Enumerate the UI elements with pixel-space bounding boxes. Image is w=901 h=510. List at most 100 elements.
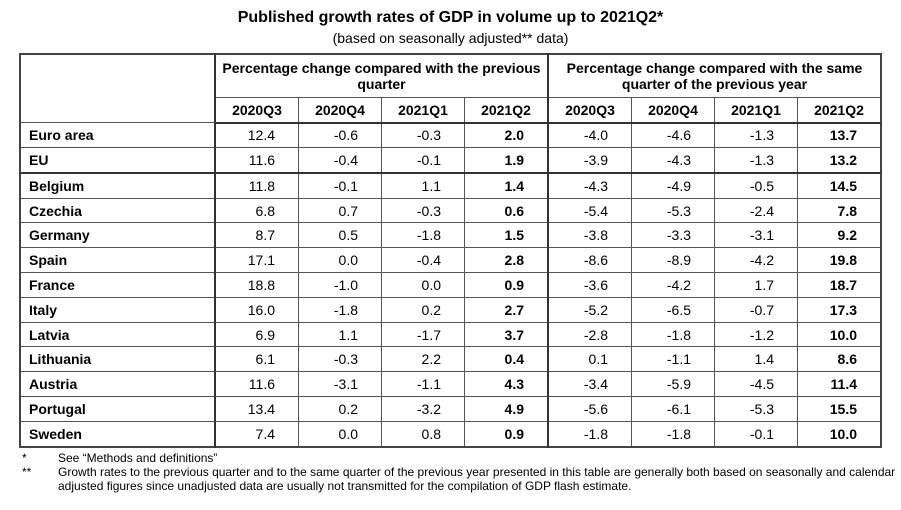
yoy-cell: -1.1 [631, 346, 715, 373]
quarter-header: 2020Q4 [631, 96, 715, 124]
yoy-cell: -4.0 [547, 122, 632, 149]
yoy-cell: 17.3 [797, 296, 882, 323]
yoy-cell: -6.1 [631, 396, 715, 422]
yoy-cell: -2.4 [714, 197, 798, 224]
qoq-cell: 8.7 [214, 222, 299, 249]
yoy-cell: -5.4 [547, 197, 632, 224]
qoq-cell: 2.0 [464, 122, 549, 149]
qoq-cell: 0.8 [381, 420, 465, 448]
yoy-cell: -4.3 [631, 147, 715, 174]
qoq-cell: -3.2 [381, 396, 465, 422]
qoq-cell: -1.0 [298, 272, 382, 298]
qoq-cell: 0.4 [464, 346, 549, 373]
qoq-cell: 1.1 [298, 321, 382, 348]
qoq-cell: 1.1 [381, 172, 465, 199]
qoq-cell: -3.1 [298, 371, 382, 398]
qoq-cell: -0.4 [381, 247, 465, 274]
qoq-cell: 0.9 [464, 272, 549, 298]
table-row: France 18.8 -1.0 0.0 0.9 -3.6 -4.2 1.7 18.7 [19, 272, 882, 298]
qoq-cell: 2.2 [381, 346, 465, 373]
qoq-cell: 7.4 [214, 420, 299, 448]
yoy-cell: -5.9 [631, 371, 715, 398]
qoq-cell: 11.6 [214, 147, 299, 174]
table-row: Belgium 11.8 -0.1 1.1 1.4 -4.3 -4.9 -0.5 14.5 [19, 172, 882, 199]
row-label: EU [19, 147, 216, 174]
yoy-cell: 14.5 [797, 172, 882, 199]
yoy-cell: -1.8 [631, 420, 715, 448]
table-row: Czechia 6.8 0.7 -0.3 0.6 -5.4 -5.3 -2.4 7.8 [19, 197, 882, 224]
table-row: Euro area 12.4 -0.6 -0.3 2.0 -4.0 -4.6 -1.3 13.7 [19, 122, 882, 149]
qoq-cell: -0.3 [381, 197, 465, 224]
yoy-cell: -8.6 [547, 247, 632, 274]
yoy-cell: -3.4 [547, 371, 632, 398]
qoq-cell: 4.9 [464, 396, 549, 422]
table-title: Published growth rates of GDP in volume … [237, 9, 664, 26]
qoq-cell: 0.9 [464, 420, 549, 448]
table-row: Sweden 7.4 0.0 0.8 0.9 -1.8 -1.8 -0.1 10.0 [19, 420, 882, 448]
footnote-text: See “Methods and definitions” [58, 451, 218, 465]
qoq-cell: 0.2 [298, 396, 382, 422]
quarter-header: 2021Q2 [464, 96, 549, 124]
qoq-cell: 3.7 [464, 321, 549, 348]
footnote-text: Growth rates to the previous quarter and… [58, 465, 896, 493]
quarter-header: 2020Q3 [214, 96, 299, 124]
table-row: Spain 17.1 0.0 -0.4 2.8 -8.6 -8.9 -4.2 19.8 [19, 247, 882, 274]
corner-cell [19, 53, 216, 124]
yoy-cell: 9.2 [797, 222, 882, 249]
table-row: Italy 16.0 -1.8 0.2 2.7 -5.2 -6.5 -0.7 17.3 [19, 296, 882, 323]
yoy-cell: -4.6 [631, 122, 715, 149]
table-body: Euro area 12.4 -0.6 -0.3 2.0 -4.0 -4.6 -1.3 13.7… [19, 122, 882, 448]
qoq-cell: -1.8 [298, 296, 382, 323]
qoq-cell: 12.4 [214, 122, 299, 149]
yoy-cell: -1.8 [631, 321, 715, 348]
qoq-cell: 2.8 [464, 247, 549, 274]
yoy-cell: -4.9 [631, 172, 715, 199]
gdp-growth-table: Percentage change compared with the prev… [19, 53, 882, 448]
group-header-yoy: Percentage change compared with the same… [547, 53, 882, 98]
qoq-cell: 1.9 [464, 147, 549, 174]
yoy-cell: -4.2 [714, 247, 798, 274]
row-label: Spain [19, 247, 216, 274]
qoq-cell: -0.4 [298, 147, 382, 174]
row-label: Italy [19, 296, 216, 323]
table-row: Lithuania 6.1 -0.3 2.2 0.4 0.1 -1.1 1.4 8.6 [19, 346, 882, 373]
qoq-cell: -0.3 [381, 122, 465, 149]
qoq-cell: 0.0 [298, 420, 382, 448]
row-label: Euro area [19, 122, 216, 149]
yoy-cell: -5.2 [547, 296, 632, 323]
qoq-cell: 18.8 [214, 272, 299, 298]
yoy-cell: -0.7 [714, 296, 798, 323]
table-row: Latvia 6.9 1.1 -1.7 3.7 -2.8 -1.8 -1.2 10.0 [19, 321, 882, 348]
yoy-cell: -4.5 [714, 371, 798, 398]
quarter-header: 2021Q1 [381, 96, 465, 124]
qoq-cell: 2.7 [464, 296, 549, 323]
yoy-cell: 13.2 [797, 147, 882, 174]
yoy-cell: 7.8 [797, 197, 882, 224]
table-subtitle: (based on seasonally adjusted** data) [332, 30, 569, 46]
yoy-cell: 1.4 [714, 346, 798, 373]
qoq-cell: 0.6 [464, 197, 549, 224]
row-label: Belgium [19, 172, 216, 199]
qoq-cell: 6.8 [214, 197, 299, 224]
qoq-cell: -0.1 [298, 172, 382, 199]
yoy-cell: -8.9 [631, 247, 715, 274]
group-header-qoq: Percentage change compared with the prev… [214, 53, 549, 98]
qoq-cell: 4.3 [464, 371, 549, 398]
qoq-cell: -0.6 [298, 122, 382, 149]
yoy-cell: 11.4 [797, 371, 882, 398]
yoy-cell: -1.3 [714, 147, 798, 174]
yoy-cell: 0.1 [547, 346, 632, 373]
yoy-cell: 10.0 [797, 321, 882, 348]
qoq-cell: 0.0 [381, 272, 465, 298]
qoq-cell: 17.1 [214, 247, 299, 274]
quarter-header: 2021Q1 [714, 96, 798, 124]
row-label: Czechia [19, 197, 216, 224]
footnote-mark: ** [22, 465, 32, 479]
yoy-cell: -6.5 [631, 296, 715, 323]
qoq-cell: 0.2 [381, 296, 465, 323]
quarter-header: 2020Q4 [298, 96, 382, 124]
yoy-cell: -3.6 [547, 272, 632, 298]
yoy-cell: -2.8 [547, 321, 632, 348]
yoy-cell: -0.1 [714, 420, 798, 448]
quarter-header: 2020Q3 [547, 96, 632, 124]
